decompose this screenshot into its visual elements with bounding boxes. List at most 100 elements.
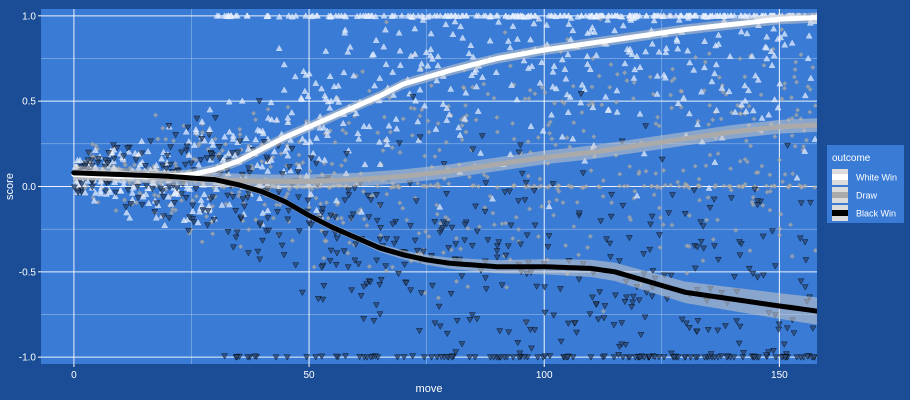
black-win-point: [765, 349, 772, 356]
black-win-point: [803, 353, 811, 360]
black-win-point: [448, 224, 456, 231]
draw-point: [515, 226, 522, 233]
black-win-point: [304, 197, 312, 204]
black-win-point: [124, 187, 132, 194]
draw-point: [193, 157, 199, 163]
black-win-point: [182, 195, 190, 202]
white-win-point: [456, 131, 464, 138]
black-win-point: [596, 289, 604, 296]
draw-point: [397, 200, 403, 206]
white-win-point: [565, 20, 573, 27]
draw-point: [607, 84, 613, 91]
draw-point: [113, 207, 119, 214]
black-win-point: [587, 354, 595, 361]
black-win-point: [280, 252, 288, 259]
black-win-point: [134, 194, 142, 202]
draw-point: [789, 132, 795, 139]
black-win-point: [402, 280, 410, 287]
draw-point: [742, 156, 748, 162]
white-win-point: [285, 12, 293, 19]
draw-point: [779, 178, 786, 185]
draw-point: [654, 183, 660, 190]
black-win-point: [351, 257, 359, 264]
legend-label: Black Win: [856, 209, 896, 219]
draw-point: [513, 214, 520, 221]
black-win-point: [802, 257, 810, 264]
white-win-point: [705, 184, 713, 191]
draw-point: [613, 99, 620, 105]
white-win-point: [636, 110, 644, 117]
legend-label: White Win: [856, 173, 897, 183]
white-win-point: [427, 45, 435, 52]
white-win-point: [763, 33, 771, 40]
white-win-point: [342, 13, 350, 20]
black-win-point: [658, 156, 666, 163]
white-win-point: [636, 63, 644, 70]
black-win-point: [607, 254, 614, 261]
black-win-point: [345, 192, 353, 199]
draw-point: [338, 215, 345, 221]
draw-point: [680, 167, 687, 174]
white-win-point: [630, 74, 638, 81]
white-win-point: [672, 12, 680, 19]
draw-point: [219, 147, 226, 154]
draw-point: [706, 50, 713, 57]
black-win-point: [625, 235, 633, 242]
black-win-point: [714, 256, 722, 264]
white-win-point: [258, 163, 266, 170]
black-win-point: [147, 138, 155, 145]
white-win-point: [429, 55, 436, 62]
draw-point: [366, 263, 373, 270]
white-win-point: [221, 12, 229, 19]
draw-point: [616, 183, 623, 189]
white-win-point: [741, 82, 749, 89]
draw-point: [793, 79, 800, 85]
black-win-point: [228, 150, 236, 157]
black-win-point: [635, 297, 643, 304]
draw-point: [608, 61, 614, 68]
black-win-point: [321, 231, 329, 238]
black-win-point: [229, 244, 237, 251]
draw-point: [199, 239, 205, 245]
white-win-point: [284, 118, 292, 125]
white-win-point: [221, 133, 229, 140]
draw-point: [463, 129, 469, 135]
black-win-point: [637, 332, 645, 339]
black-win-point: [496, 328, 504, 335]
black-win-point: [78, 181, 86, 188]
white-win-point: [768, 61, 776, 68]
black-win-point: [797, 278, 805, 285]
white-win-point: [352, 109, 360, 116]
black-win-point: [275, 189, 283, 196]
white-win-point: [322, 47, 330, 54]
white-win-point: [281, 147, 289, 154]
draw-point: [564, 134, 570, 141]
white-win-point: [242, 134, 250, 142]
black-win-point: [640, 354, 648, 361]
white-win-point: [513, 35, 521, 42]
draw-point: [707, 152, 713, 158]
white-win-point: [674, 45, 682, 52]
draw-point: [796, 182, 803, 189]
black-win-point: [697, 219, 705, 226]
draw-point: [388, 184, 394, 191]
white-win-point: [354, 129, 362, 137]
draw-point: [432, 153, 438, 160]
white-win-point: [288, 109, 296, 116]
black-win-point: [333, 235, 341, 242]
black-win-point: [517, 142, 524, 149]
draw-point: [570, 83, 577, 89]
black-win-point: [377, 224, 384, 232]
draw-point: [162, 136, 169, 142]
white-win-point: [758, 114, 766, 121]
white-win-point: [564, 50, 572, 58]
draw-point: [587, 233, 594, 240]
draw-point: [317, 200, 324, 207]
black-win-point: [619, 202, 627, 210]
legend-key-swatch: [832, 174, 848, 180]
draw-point: [559, 98, 565, 105]
black-win-point: [775, 321, 783, 328]
black-win-point: [452, 349, 460, 356]
white-win-point: [504, 37, 512, 44]
black-win-point: [246, 170, 254, 177]
